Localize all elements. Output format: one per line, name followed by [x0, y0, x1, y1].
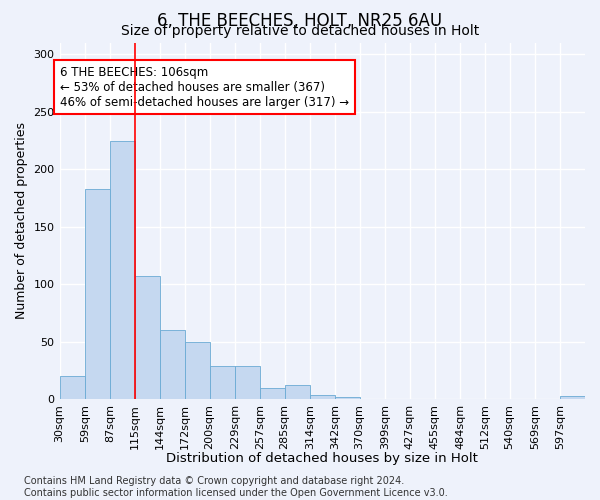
Text: 6 THE BEECHES: 106sqm
← 53% of detached houses are smaller (367)
46% of semi-det: 6 THE BEECHES: 106sqm ← 53% of detached …	[59, 66, 349, 108]
Text: Contains HM Land Registry data © Crown copyright and database right 2024.
Contai: Contains HM Land Registry data © Crown c…	[24, 476, 448, 498]
X-axis label: Distribution of detached houses by size in Holt: Distribution of detached houses by size …	[166, 452, 478, 465]
Bar	[134, 276, 160, 399]
Bar	[59, 376, 85, 399]
Bar	[185, 342, 210, 399]
Bar	[260, 388, 285, 399]
Y-axis label: Number of detached properties: Number of detached properties	[15, 122, 28, 320]
Bar	[310, 394, 335, 399]
Bar	[160, 330, 185, 399]
Bar	[209, 366, 235, 399]
Bar	[335, 397, 360, 399]
Bar	[85, 188, 110, 399]
Bar	[284, 386, 310, 399]
Text: 6, THE BEECHES, HOLT, NR25 6AU: 6, THE BEECHES, HOLT, NR25 6AU	[157, 12, 443, 30]
Text: Size of property relative to detached houses in Holt: Size of property relative to detached ho…	[121, 24, 479, 38]
Bar	[235, 366, 260, 399]
Bar	[560, 396, 585, 399]
Bar	[110, 142, 135, 399]
